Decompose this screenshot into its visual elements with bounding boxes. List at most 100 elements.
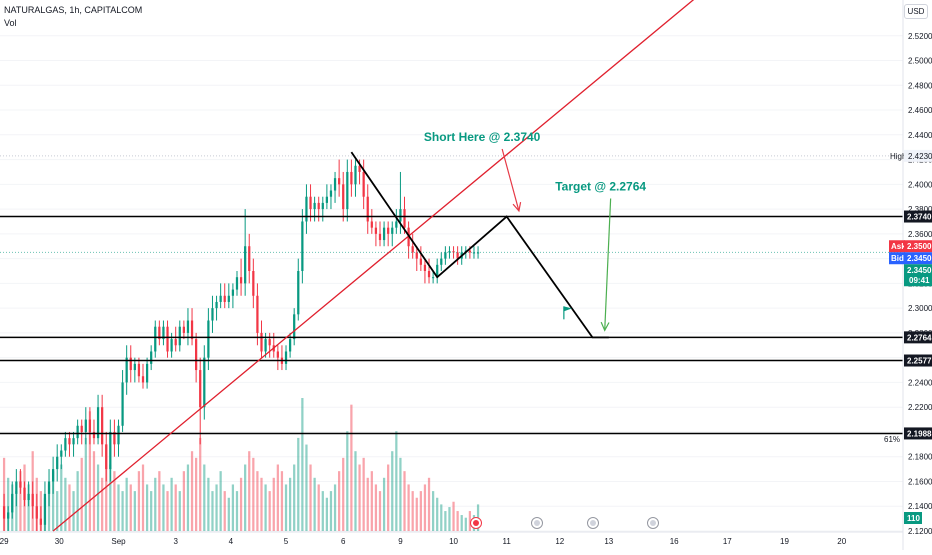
volume-bar xyxy=(288,477,292,531)
volume-bar xyxy=(333,484,337,531)
volume-bar xyxy=(129,484,132,531)
ask-price: 2.3500 xyxy=(907,242,932,251)
candle-body xyxy=(190,320,194,340)
bid-price-box xyxy=(904,252,932,265)
time-tick-label: 9 xyxy=(398,537,403,546)
candle-body xyxy=(317,202,320,210)
level-label: 2.2764 xyxy=(907,333,932,342)
volume-bar xyxy=(309,464,312,531)
candle-body xyxy=(284,351,288,364)
volume-bar xyxy=(125,477,128,531)
candle-body xyxy=(92,431,96,439)
candle-body xyxy=(252,271,255,296)
volume-bar xyxy=(284,484,288,531)
volume-bar xyxy=(460,515,463,531)
candle-body xyxy=(35,506,38,519)
candle-body xyxy=(129,357,132,371)
volume-bar xyxy=(133,491,136,531)
price-tick-label: 2.3000 xyxy=(908,304,932,313)
volume-badge: 110 xyxy=(907,514,920,523)
volume-bar xyxy=(387,464,390,531)
event-icon-dot xyxy=(590,520,596,526)
candle-body xyxy=(145,363,149,383)
candle-body xyxy=(276,351,279,358)
candle-body xyxy=(125,357,128,383)
high-label: 2.4230 xyxy=(908,152,932,161)
volume-bar xyxy=(195,457,198,531)
annotation-arrow xyxy=(501,148,520,212)
volume-bar xyxy=(244,464,247,531)
volume-bar xyxy=(256,471,259,531)
annotation-label: Short Here @ 2.3740 xyxy=(424,130,541,144)
last-price-box xyxy=(904,264,932,287)
volume-bar xyxy=(145,484,149,531)
candle-body xyxy=(113,431,116,445)
volume-bar xyxy=(101,477,104,531)
volume-bar xyxy=(342,457,345,531)
candle-body xyxy=(101,407,104,445)
candle-body xyxy=(43,493,47,525)
volume-bar xyxy=(280,471,284,531)
time-tick-label: 29 xyxy=(0,537,9,546)
volume-bar xyxy=(305,444,308,531)
volume-bar xyxy=(431,491,435,531)
currency-button[interactable]: USD xyxy=(904,4,928,19)
volume-bar xyxy=(219,471,222,531)
projection-path xyxy=(350,151,609,339)
candle-body xyxy=(436,264,439,278)
time-tick-label: 4 xyxy=(229,537,234,546)
volume-bar xyxy=(215,484,218,531)
candle-body xyxy=(452,251,455,253)
candle-body xyxy=(358,165,361,172)
candle-body xyxy=(350,171,353,185)
candle-body xyxy=(374,227,378,234)
price-tick-label: 2.4400 xyxy=(908,131,932,140)
high-tag: High xyxy=(890,152,906,161)
volume-bar xyxy=(186,464,190,531)
candle-body xyxy=(31,493,34,507)
time-tick-label: 30 xyxy=(55,537,64,546)
candle-body xyxy=(72,438,75,445)
candle-body xyxy=(362,171,365,197)
volume-bar xyxy=(162,484,165,531)
volume-bar xyxy=(47,484,51,531)
candle-body xyxy=(235,277,239,290)
level-label: 2.2577 xyxy=(907,357,932,366)
volume-bar xyxy=(317,484,320,531)
annotation-label: Target @ 2.2764 xyxy=(555,180,646,194)
volume-bar xyxy=(415,497,418,531)
candle-body xyxy=(121,382,124,426)
candle-body xyxy=(84,419,87,432)
candle-body xyxy=(468,250,472,253)
volume-bar xyxy=(199,437,202,531)
volume-bar xyxy=(370,471,373,531)
annotation-arrowhead xyxy=(600,321,610,332)
candle-body xyxy=(11,493,14,513)
time-tick-label: 19 xyxy=(780,537,789,546)
candle-body xyxy=(260,332,263,352)
volume-bar xyxy=(60,464,63,531)
volume-bar xyxy=(329,491,333,531)
level-label-box xyxy=(904,331,932,344)
time-tick-label: 3 xyxy=(173,537,178,546)
price-tick-label: 2.5000 xyxy=(908,57,932,66)
price-tick-label: 2.2400 xyxy=(908,378,932,387)
volume-bar xyxy=(264,484,267,531)
candle-body xyxy=(7,512,10,519)
price-tick-label: 2.2200 xyxy=(908,403,932,412)
candle-body xyxy=(440,258,443,265)
price-tick-label: 2.1400 xyxy=(908,502,932,511)
candle-body xyxy=(133,363,136,371)
ask-price-box xyxy=(904,240,932,253)
volume-bar xyxy=(419,491,422,531)
volume-bar xyxy=(440,504,443,531)
time-tick-label: 10 xyxy=(449,537,458,546)
volume-bar xyxy=(452,501,455,531)
candle-body xyxy=(301,221,304,271)
drawing-layer: Short Here @ 2.3740 Target @ 2.2764 xyxy=(52,0,695,532)
level-layer xyxy=(0,155,903,435)
volume-bar xyxy=(354,451,357,531)
